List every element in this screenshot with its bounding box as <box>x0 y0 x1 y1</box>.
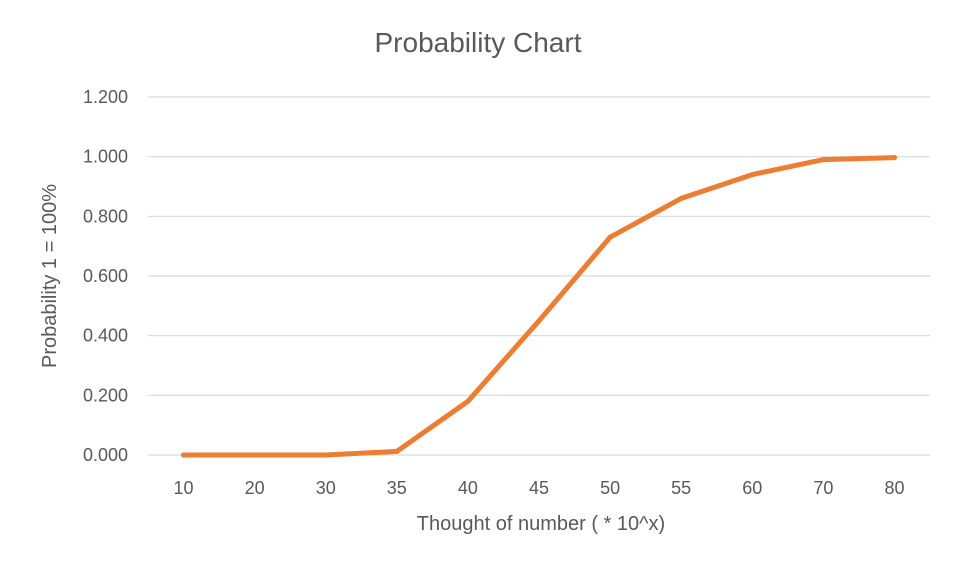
x-tick-label: 70 <box>813 478 833 498</box>
y-tick-label: 0.800 <box>83 206 128 226</box>
y-tick-label: 0.000 <box>83 445 128 465</box>
x-axis-ticks: 10 20 30 35 40 45 50 55 60 70 80 <box>174 478 905 498</box>
gridlines <box>148 96 930 456</box>
x-tick-label: 10 <box>174 478 194 498</box>
y-axis-label: Probability 1 = 100% <box>39 184 61 368</box>
x-axis-label: Thought of number ( * 10^x) <box>417 513 665 535</box>
data-point <box>891 155 897 161</box>
data-point <box>820 157 826 163</box>
series-line <box>181 155 897 458</box>
y-axis-ticks: 0.000 0.200 0.400 0.600 0.800 1.000 1.200 <box>83 87 128 465</box>
data-point <box>252 452 258 458</box>
y-tick-label: 1.000 <box>83 147 128 167</box>
y-tick-label: 1.200 <box>83 87 128 107</box>
data-point <box>678 195 684 201</box>
data-point <box>181 452 187 458</box>
x-tick-label: 55 <box>671 478 691 498</box>
x-tick-label: 60 <box>742 478 762 498</box>
series-layer <box>181 155 897 458</box>
x-tick-label: 45 <box>529 478 549 498</box>
x-tick-label: 30 <box>316 478 336 498</box>
y-tick-label: 0.600 <box>83 266 128 286</box>
data-point <box>536 318 542 324</box>
data-point <box>323 452 329 458</box>
data-point <box>394 448 400 454</box>
x-tick-label: 35 <box>387 478 407 498</box>
data-point <box>465 398 471 404</box>
x-tick-label: 20 <box>245 478 265 498</box>
x-tick-label: 80 <box>884 478 904 498</box>
x-tick-label: 50 <box>600 478 620 498</box>
data-point <box>607 234 613 240</box>
chart-title: Probability Chart <box>375 27 582 58</box>
x-tick-label: 40 <box>458 478 478 498</box>
data-point <box>749 172 755 178</box>
y-tick-label: 0.200 <box>83 385 128 405</box>
y-tick-label: 0.400 <box>83 326 128 346</box>
